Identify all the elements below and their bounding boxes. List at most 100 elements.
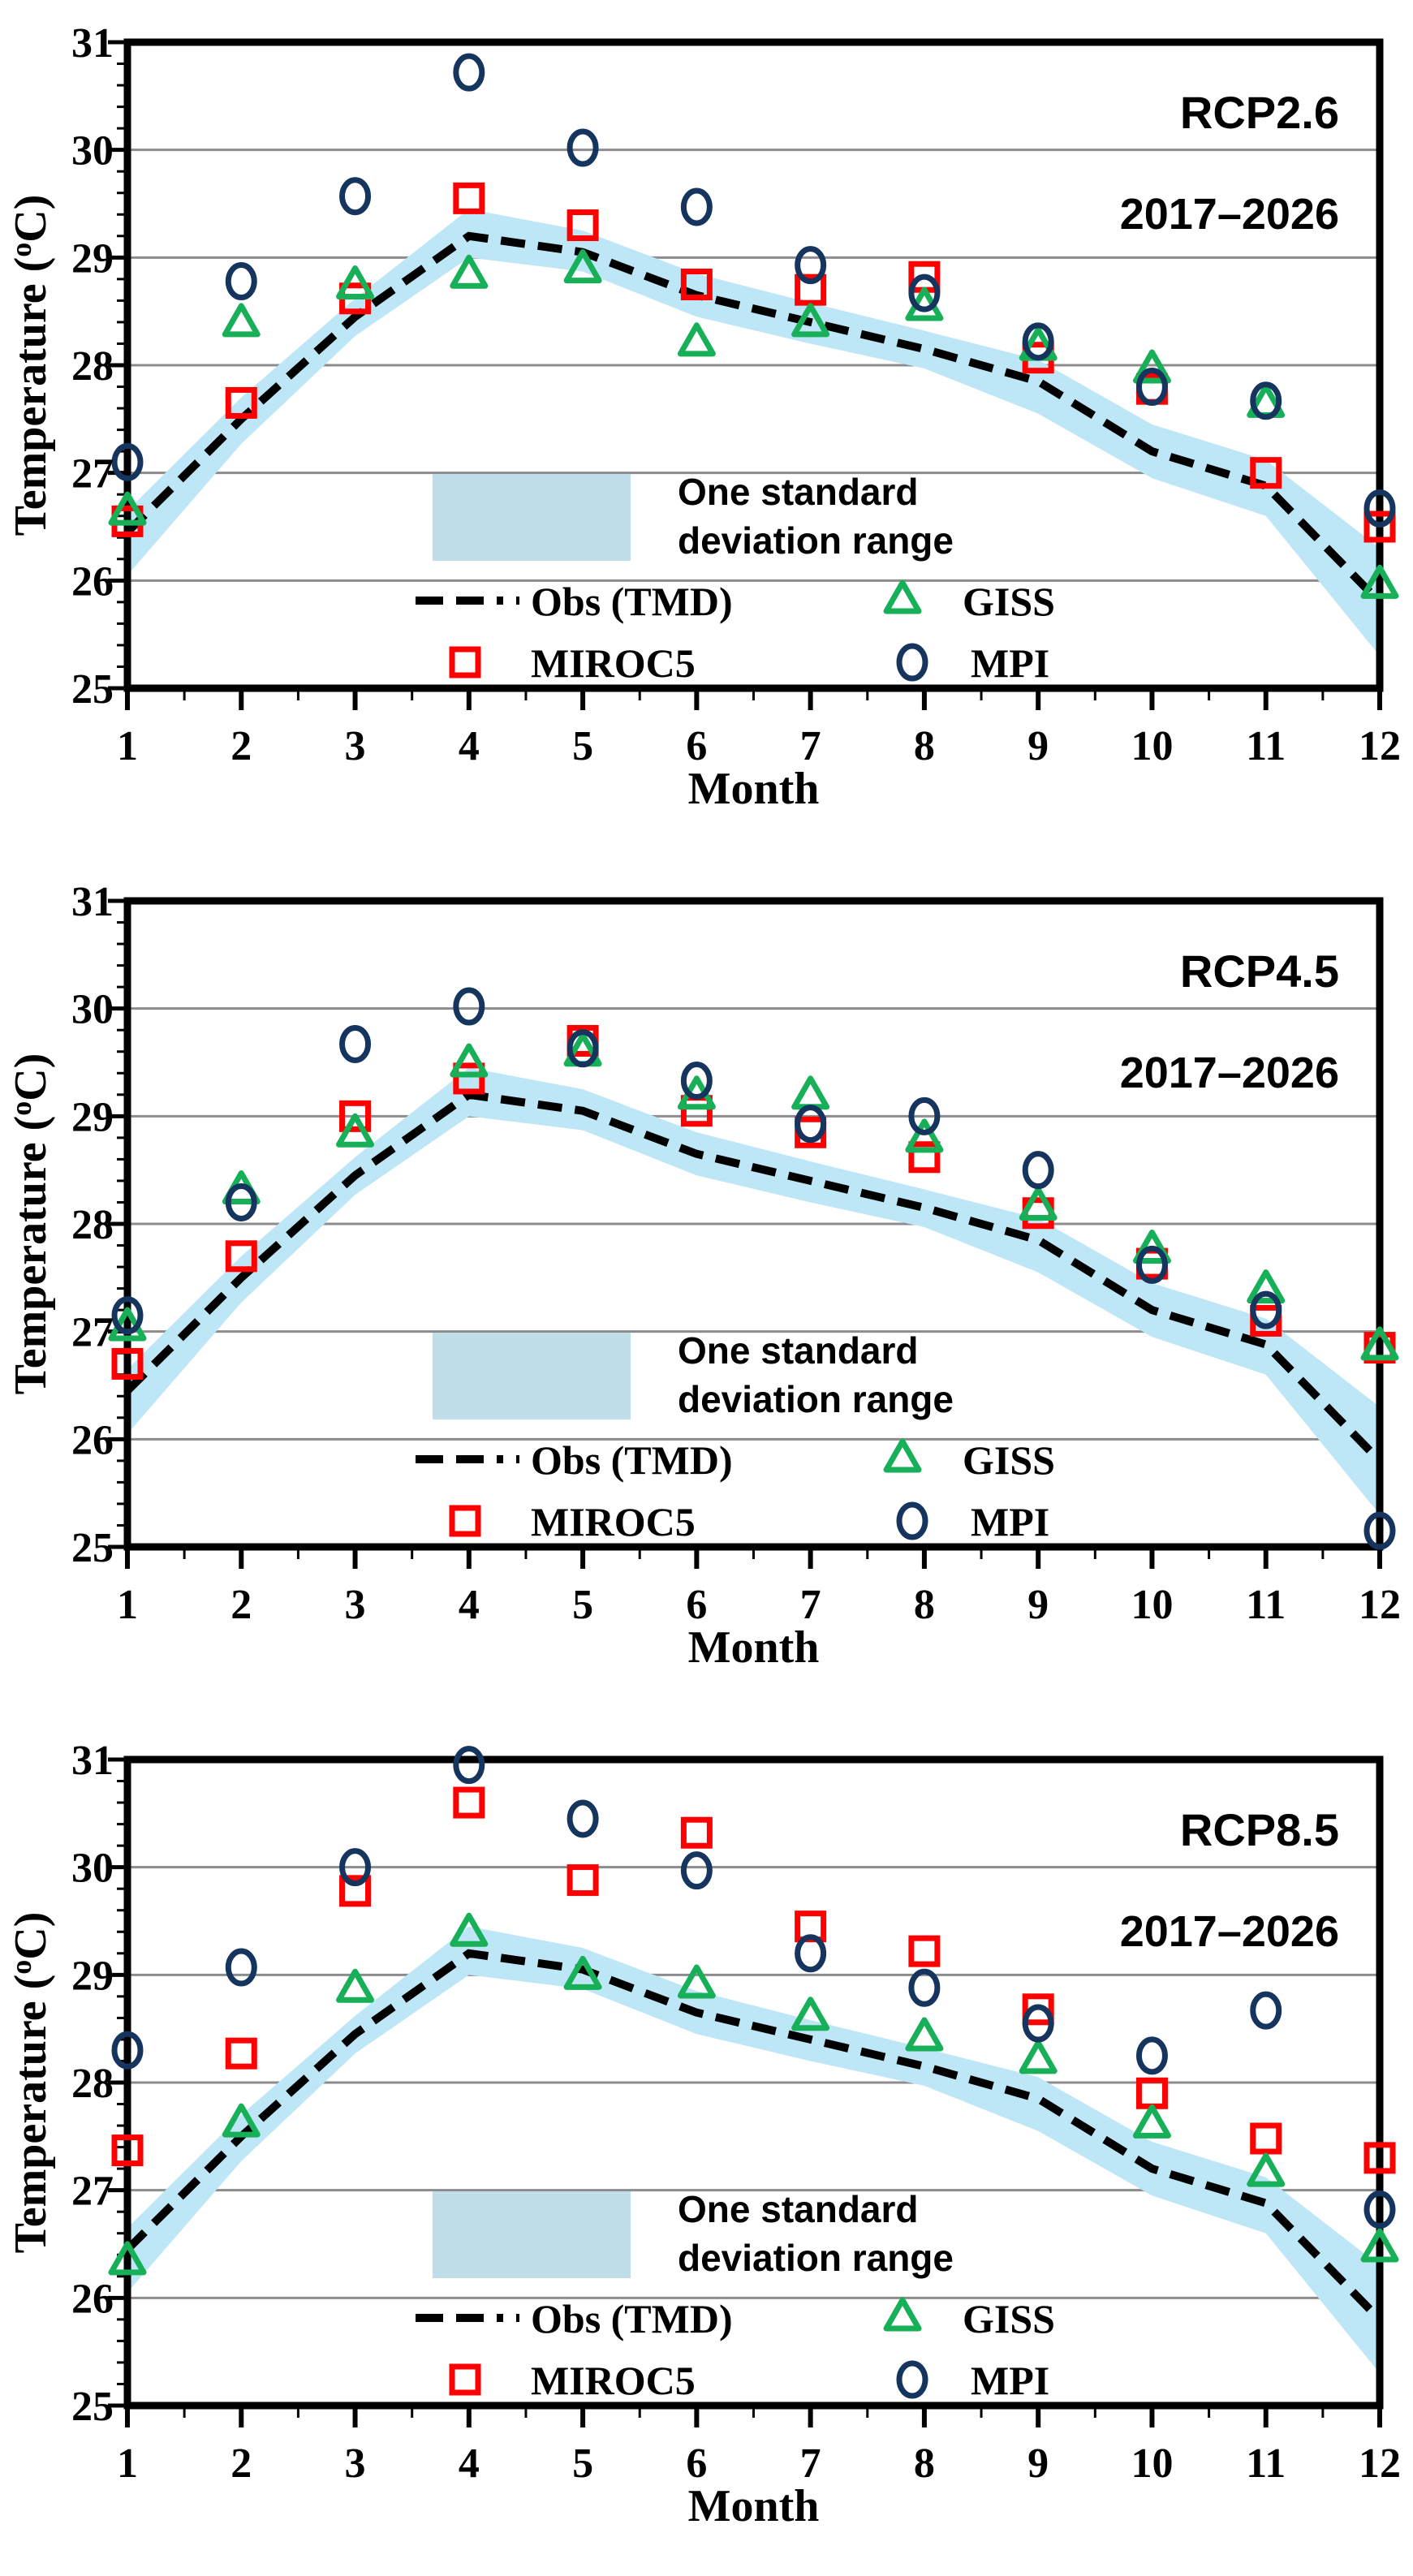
y-tick-label-31: 31: [71, 1738, 114, 1784]
mpi-marker: [1135, 368, 1168, 407]
y-tick-label-27: 27: [71, 451, 114, 498]
miroc5-marker: [225, 2037, 257, 2070]
x-tick-label-2: 2: [230, 1582, 252, 1628]
giss-marker: [677, 322, 716, 357]
scenario-label: RCP2.6: [1180, 87, 1339, 138]
x-tick-label-7: 7: [800, 723, 821, 769]
x-tick-label-8: 8: [914, 1582, 935, 1628]
x-tick-label-10: 10: [1131, 723, 1173, 769]
giss-marker: [108, 491, 147, 526]
x-tick-label-7: 7: [800, 2440, 821, 2487]
y-tick-label-25: 25: [71, 2384, 114, 2430]
mpi-marker: [1363, 489, 1396, 528]
mpi-legend-marker: [896, 2360, 928, 2399]
y-axis-title: Temperature (oC): [5, 195, 56, 536]
miroc5-legend-marker: [449, 1505, 481, 1537]
x-tick-label-11: 11: [1246, 2440, 1286, 2487]
miroc5-legend-label: MIROC5: [531, 1499, 696, 1544]
miroc5-marker: [908, 1935, 941, 1967]
miroc5-marker: [566, 209, 599, 242]
x-tick-label-6: 6: [686, 723, 707, 769]
mpi-markers: [111, 1746, 1396, 2229]
mpi-marker: [225, 1948, 257, 1987]
mpi-marker: [1363, 1511, 1396, 1550]
giss-marker: [1019, 1186, 1058, 1221]
miroc5-marker: [111, 2134, 144, 2167]
giss-legend-marker: [883, 1438, 922, 1473]
x-tick-label-1: 1: [117, 723, 138, 769]
giss-marker: [677, 1964, 716, 1999]
x-tick-label-9: 9: [1027, 723, 1049, 769]
mpi-marker: [1135, 2036, 1168, 2075]
band-legend-text-1: One standard: [678, 471, 919, 513]
mpi-marker: [339, 1024, 372, 1063]
x-tick-label-4: 4: [459, 2440, 480, 2487]
miroc5-marker: [795, 274, 827, 306]
giss-marker: [1019, 2040, 1058, 2074]
giss-marker: [1247, 1269, 1286, 1304]
miroc5-legend-label: MIROC5: [531, 2358, 696, 2403]
giss-marker: [1132, 2104, 1171, 2139]
giss-marker: [1132, 349, 1171, 384]
y-tick-label-26: 26: [71, 1417, 114, 1463]
miroc5-marker: [453, 1786, 485, 1819]
band-legend-text-2: deviation range: [678, 1378, 954, 1420]
miroc5-marker: [453, 1062, 485, 1095]
mpi-marker: [339, 1848, 372, 1887]
band-legend-text-1: One standard: [678, 2188, 919, 2230]
mpi-marker: [795, 246, 827, 285]
x-tick-label-12: 12: [1359, 1582, 1401, 1628]
mpi-marker: [1135, 1245, 1168, 1284]
giss-marker: [563, 249, 602, 284]
giss-marker: [450, 1043, 489, 1078]
giss-legend-label: GISS: [963, 1437, 1055, 1483]
scenario-label: RCP8.5: [1180, 1804, 1339, 1855]
mpi-marker: [1022, 2004, 1054, 2043]
x-tick-label-3: 3: [345, 723, 366, 769]
mpi-marker: [680, 1851, 713, 1890]
band-legend-swatch: [433, 1333, 631, 1419]
giss-marker: [108, 2241, 147, 2276]
miroc5-legend-label: MIROC5: [531, 640, 696, 686]
miroc5-legend-marker: [449, 646, 481, 678]
y-tick-label-30: 30: [71, 987, 114, 1033]
y-tick-label-30: 30: [71, 128, 114, 174]
gridlines: [127, 1007, 1380, 1441]
miroc5-legend-marker: [449, 2363, 481, 2396]
mpi-marker: [566, 128, 599, 167]
mpi-marker: [1022, 1151, 1054, 1190]
miroc5-marker: [225, 386, 257, 419]
x-tick-label-1: 1: [117, 1582, 138, 1628]
mpi-marker: [566, 1029, 599, 1068]
obs-legend-label: Obs (TMD): [531, 2296, 733, 2341]
miroc5-marker: [566, 1864, 599, 1897]
mpi-markers: [111, 53, 1396, 528]
x-tick-label-2: 2: [230, 723, 252, 769]
x-tick-label-11: 11: [1246, 1582, 1286, 1628]
legend: One standard deviation range Obs (TMD) GISS…: [416, 2188, 1055, 2403]
giss-markers: [108, 249, 1399, 599]
giss-marker: [905, 1118, 944, 1153]
y-tick-label-30: 30: [71, 1846, 114, 1892]
x-tick-label-12: 12: [1359, 723, 1401, 769]
giss-markers: [108, 1912, 1399, 2276]
x-tick-label-8: 8: [914, 723, 935, 769]
giss-marker: [450, 1912, 489, 1947]
mpi-legend-label: MPI: [971, 2358, 1049, 2403]
miroc5-marker: [1363, 2142, 1396, 2174]
miroc5-marker: [680, 1816, 713, 1849]
mpi-marker: [1363, 2190, 1396, 2229]
mpi-marker: [225, 262, 257, 301]
giss-legend-label: GISS: [963, 2296, 1055, 2341]
miroc5-marker: [680, 269, 713, 300]
mpi-marker: [111, 2031, 144, 2070]
mpi-marker: [795, 1934, 827, 1973]
miroc5-marker: [1363, 510, 1396, 543]
chart-panel-rcp85: 25 26 27 28 29 30 31 1 2 3 4 5 6 7 8 9 10 11 12 Month Temper…: [0, 1717, 1413, 2576]
obs-legend-label: Obs (TMD): [531, 579, 733, 624]
mpi-marker: [225, 1182, 257, 1221]
x-tick-label-8: 8: [914, 2440, 935, 2487]
y-tick-label-28: 28: [71, 1202, 114, 1248]
